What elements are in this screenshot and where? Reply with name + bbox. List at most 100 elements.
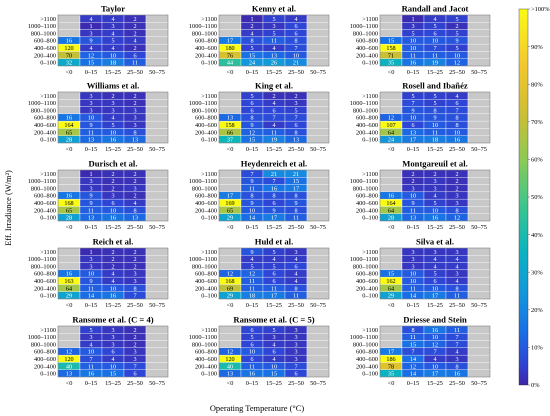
y-tick-label: 600–800 (34, 115, 56, 122)
cell-value: 2 (133, 100, 136, 107)
colorbar-tick-label: 20% (531, 307, 543, 314)
cell-value: 2 (133, 93, 136, 100)
cell-value: 2 (250, 23, 253, 30)
cell-value: 14 (88, 293, 94, 300)
heatmap-cell (467, 51, 491, 59)
cell-value: 44 (227, 60, 233, 67)
cell-value: 8 (294, 207, 297, 214)
cell-value: 4 (433, 256, 436, 263)
heatmap-cell (467, 191, 491, 200)
x-tick-label: 0–15 (407, 146, 420, 153)
heatmap-cell (145, 91, 169, 100)
cell-value: 5 (455, 30, 458, 37)
cell-value: 9 (250, 200, 253, 207)
cell-value: 8 (433, 107, 436, 114)
x-tick-label: 15–25 (266, 69, 282, 76)
heatmap-cell (57, 340, 81, 349)
y-tick-label: 800–1000 (31, 341, 56, 348)
cell-value: 16 (110, 215, 116, 222)
cell-value: 16 (454, 137, 460, 144)
heatmap-cell (467, 113, 491, 122)
cell-value: 64 (388, 285, 394, 292)
cell-value: 3 (272, 334, 275, 341)
heatmap-cell (379, 14, 403, 23)
y-tick-label: 0–100 (201, 215, 217, 222)
x-tick-label: 50–75 (310, 146, 326, 153)
heatmap-cell (467, 22, 491, 30)
heatmap-cell (145, 22, 169, 30)
y-tick-label: 200–400 (356, 207, 378, 214)
cell-value: 11 (432, 129, 438, 136)
heatmap-cell (306, 169, 330, 178)
x-tick-label: <0 (388, 224, 395, 231)
cell-value: 4 (294, 16, 297, 23)
cell-value: 2 (133, 249, 136, 256)
x-tick-label: 50–75 (471, 380, 487, 387)
x-tick-label: 15–25 (427, 69, 443, 76)
heatmap-cell (467, 106, 491, 115)
cell-value: 5 (272, 249, 275, 256)
x-tick-label: 15–25 (105, 146, 121, 153)
cell-value: 5 (411, 30, 414, 37)
cell-value: 11 (88, 363, 94, 370)
heatmap-cell (306, 128, 330, 136)
cell-value: 35 (388, 371, 394, 378)
heatmap-cell (57, 333, 81, 341)
cell-value: 4 (433, 193, 436, 200)
cell-value: 5 (272, 30, 275, 37)
cell-value: 64 (66, 285, 72, 292)
heatmap-cell (145, 362, 169, 370)
cell-value: 4 (294, 271, 297, 278)
cell-value: 9 (250, 122, 253, 129)
cell-value: 2 (133, 193, 136, 200)
heatmap-cell (379, 333, 403, 341)
heatmap-cell (218, 22, 242, 30)
x-tick-label: <0 (227, 224, 234, 231)
x-tick-label: 50–75 (149, 69, 165, 76)
x-tick-label: 15–25 (105, 302, 121, 309)
cell-value: 24 (388, 137, 394, 144)
y-tick-label: 800–1000 (353, 263, 378, 270)
cell-value: 6 (133, 52, 136, 59)
cell-value: 14 (410, 356, 416, 363)
cell-value: 2 (455, 171, 458, 178)
cell-value: 8 (455, 122, 458, 129)
cell-value: 15 (271, 371, 277, 378)
colorbar: 0% 10% 20% 30% 40% 50% 60% 70% 80% 90% >100% (518, 6, 550, 389)
heatmap-cell (467, 58, 491, 67)
cell-value: 168 (64, 200, 73, 207)
cell-value: 1 (89, 23, 92, 30)
cell-value: 4 (294, 278, 297, 285)
cell-value: 9 (433, 115, 436, 122)
y-tick-label: 600–800 (356, 193, 378, 200)
cell-value: 4 (455, 349, 458, 356)
cell-value: 17 (271, 293, 277, 300)
y-tick-label: 0–100 (201, 60, 217, 67)
cell-value: 3 (411, 23, 414, 30)
colorbar-tick-label: 30% (531, 269, 543, 276)
cell-value: 2 (111, 185, 114, 192)
y-tick-label: 200–400 (34, 285, 56, 292)
colorbar-tick-label: 50% (531, 194, 543, 201)
cell-value: 6 (111, 200, 114, 207)
cell-value: 3 (89, 263, 92, 270)
panel-title: Ransome et al. (C = 5) (233, 315, 314, 325)
cell-value: 180 (225, 45, 234, 52)
cell-value: 3 (411, 185, 414, 192)
x-tick-label: <0 (227, 69, 234, 76)
heatmap-cell (145, 369, 169, 378)
y-tick-label: 1000–1100 (28, 178, 56, 185)
cell-value: 12 (410, 363, 416, 370)
x-tick-label: 0–15 (407, 69, 420, 76)
cell-value: 17 (293, 185, 299, 192)
cell-value: 4 (433, 356, 436, 363)
panel-title: Rosell and Ibañéz (402, 81, 468, 91)
y-tick-label: 400–600 (34, 200, 56, 207)
cell-value: 29 (66, 293, 72, 300)
cell-value: 3 (89, 178, 92, 185)
cell-value: 2 (133, 256, 136, 263)
y-tick-label: 600–800 (356, 115, 378, 122)
